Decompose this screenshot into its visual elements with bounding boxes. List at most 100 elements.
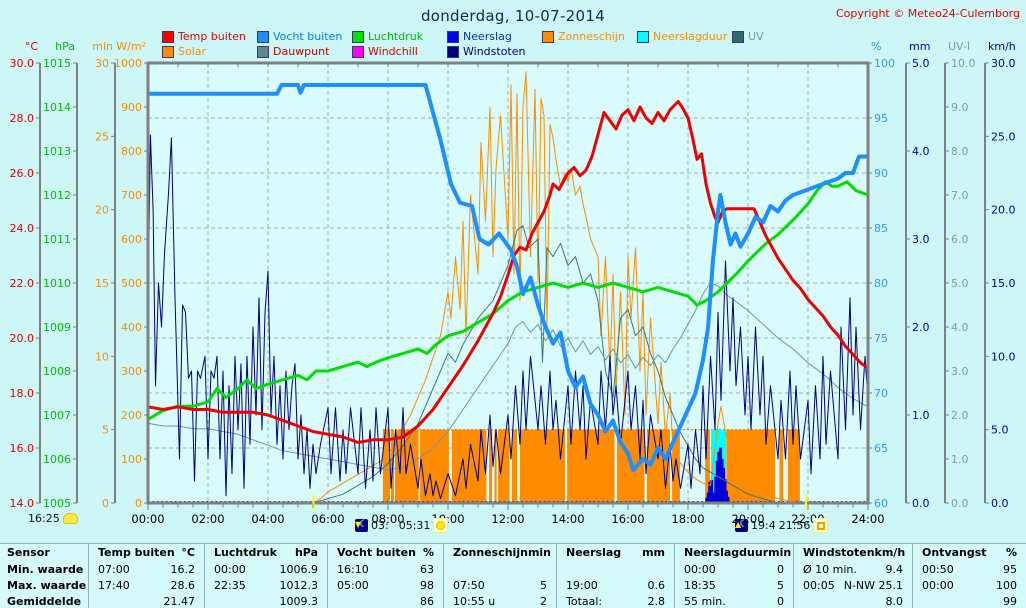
axis-tick-label: 30 (95, 57, 109, 70)
table-col-header: Ontvangst% (912, 544, 1026, 561)
cell-time: 19:00 (566, 578, 598, 592)
table-cell: 55 min. 0 (674, 593, 793, 608)
axis-tick-label: 28.0 (10, 112, 35, 125)
axis-unit-label: km/h (988, 40, 1016, 53)
cell-value: 1009.3 (279, 594, 319, 608)
axis-unit-label: mm (909, 40, 930, 53)
axis-tick-label: 20.0 (10, 332, 35, 345)
legend-swatch-icon (257, 45, 269, 58)
axis-unit-label: hPa (55, 40, 75, 53)
axis-tick-label: 200 (121, 409, 142, 422)
col-name: Neerslag (566, 546, 622, 559)
axis-tick-label: 5.0 (991, 424, 1009, 437)
sunshine-bar (494, 429, 497, 503)
axis-tick-label: 15 (95, 277, 109, 290)
cell-value: 5 (540, 578, 547, 592)
axis-tick-label: 3.0 (912, 233, 930, 246)
rain-bar (709, 480, 713, 503)
table-cell: 00:00 100 (912, 577, 1026, 593)
table-cell: 18:35 5 (674, 577, 793, 593)
axis-tick-label: 30.0 (10, 57, 35, 70)
cell-value: 9.4 (885, 562, 904, 576)
axis-tick-label: 2.0 (951, 409, 969, 422)
col-unit: % (1005, 546, 1017, 559)
axis-tick-label: 14.0 (10, 497, 35, 510)
table-col-header: Neerslag mm (556, 544, 674, 561)
sunshine-bar (646, 429, 670, 503)
table-cell: 22:35 1012.3 (204, 577, 327, 593)
axis-tick-label: 10 (95, 350, 109, 363)
axis-tick-label: 6.0 (951, 233, 969, 246)
table-cell (443, 561, 556, 577)
table-cell: 99 (912, 593, 1026, 608)
legend-item-windstoten: Windstoten (447, 45, 525, 58)
sunset-time-label: 21:56 (778, 519, 811, 532)
table-cell (556, 561, 674, 577)
axis-unit-label: UV-I (948, 40, 970, 53)
x-axis-label: 08:00 (371, 512, 404, 526)
cell-value: 2 (540, 594, 547, 608)
axis-tick-label: 500 (121, 277, 142, 290)
x-axis-label: 18:00 (671, 512, 704, 526)
legend-item-vocht-buiten: Vocht buiten (257, 30, 342, 43)
cell-value: 16.2 (170, 562, 196, 576)
legend-label: Vocht buiten (273, 30, 343, 43)
axis-tick-label: 1000 (114, 57, 142, 70)
cell-value: 28.6 (170, 578, 196, 592)
cell-value: 1012.3 (279, 578, 319, 592)
axis-tick-label: 0.0 (991, 497, 1009, 510)
cell-value: 86 (420, 594, 434, 608)
sunshine-bar (451, 429, 487, 503)
legend-swatch-icon (352, 45, 364, 58)
cell-value: 99 (1003, 594, 1017, 608)
axis-tick-label: 80 (874, 277, 888, 290)
table-cell: 19:00 0.6 (556, 577, 674, 593)
table-cell: Totaal: 2.8 (556, 593, 674, 608)
axis-tick-label: 5.0 (951, 277, 969, 290)
axis-tick-label: 7.0 (951, 189, 969, 202)
legend-item-uv: UV (732, 30, 764, 43)
cell-time: 07:50 (453, 578, 485, 592)
table-cell: 00:00 0 (674, 561, 793, 577)
sunshine-bar (787, 429, 800, 503)
table-cell: 16:10 63 (327, 561, 443, 577)
statistics-table: Sensor Temp buiten °C Luchtdruk hPa Vocht bui… (0, 543, 1026, 608)
legend-item-neerslagduur: Neerslagduur (637, 30, 727, 43)
table-header-sensor: Sensor (7, 546, 50, 559)
table-cell: 17:40 28.6 (88, 577, 204, 593)
table-col-header: Zonneschijn min (443, 544, 556, 561)
axis-tick-label: 600 (121, 233, 142, 246)
cell-value: 0.6 (647, 578, 666, 592)
legend-label: Luchtdruk (368, 30, 424, 43)
axis-tick-label: 25 (95, 130, 109, 143)
cell-value: 5 (777, 578, 784, 592)
axis-tick-label: 0 (102, 497, 109, 510)
axis-tick-label: 3.0 (951, 365, 969, 378)
crescent-icon: ☾ (739, 519, 748, 530)
axis-tick-label: 8.0 (951, 145, 969, 158)
table-cell: 21.47 (88, 593, 204, 608)
moonset-time-label: 03: (371, 519, 389, 532)
axis-tick-label: 900 (121, 101, 142, 114)
axis-tick-label: 2.0 (912, 321, 930, 334)
cell-time: 00:50 (922, 562, 954, 576)
sunshine-bar (420, 429, 449, 503)
col-name: Zonneschijn (453, 546, 528, 559)
col-unit: min (768, 546, 792, 559)
axis-tick-label: 1008 (43, 365, 71, 378)
axis-tick-label: 4.0 (951, 321, 969, 334)
axis-tick-label: 65 (874, 442, 888, 455)
cell-value: 1006.9 (279, 562, 319, 576)
axis-tick-label: 60 (874, 497, 888, 510)
table-cell: 00:00 1006.9 (204, 561, 327, 577)
sunshine-bar (382, 429, 391, 503)
sunrise-icon (433, 518, 449, 533)
axis-tick-label: 95 (874, 112, 888, 125)
axis-tick-label: 1006 (43, 453, 71, 466)
axis-tick-label: 15.0 (991, 277, 1016, 290)
col-unit: hPa (294, 546, 318, 559)
cell-value: 21.47 (163, 594, 196, 608)
cell-time: Ø 10 min. (803, 562, 857, 576)
sunshine-bar (672, 429, 680, 503)
axis-tick-label: 85 (874, 222, 888, 235)
